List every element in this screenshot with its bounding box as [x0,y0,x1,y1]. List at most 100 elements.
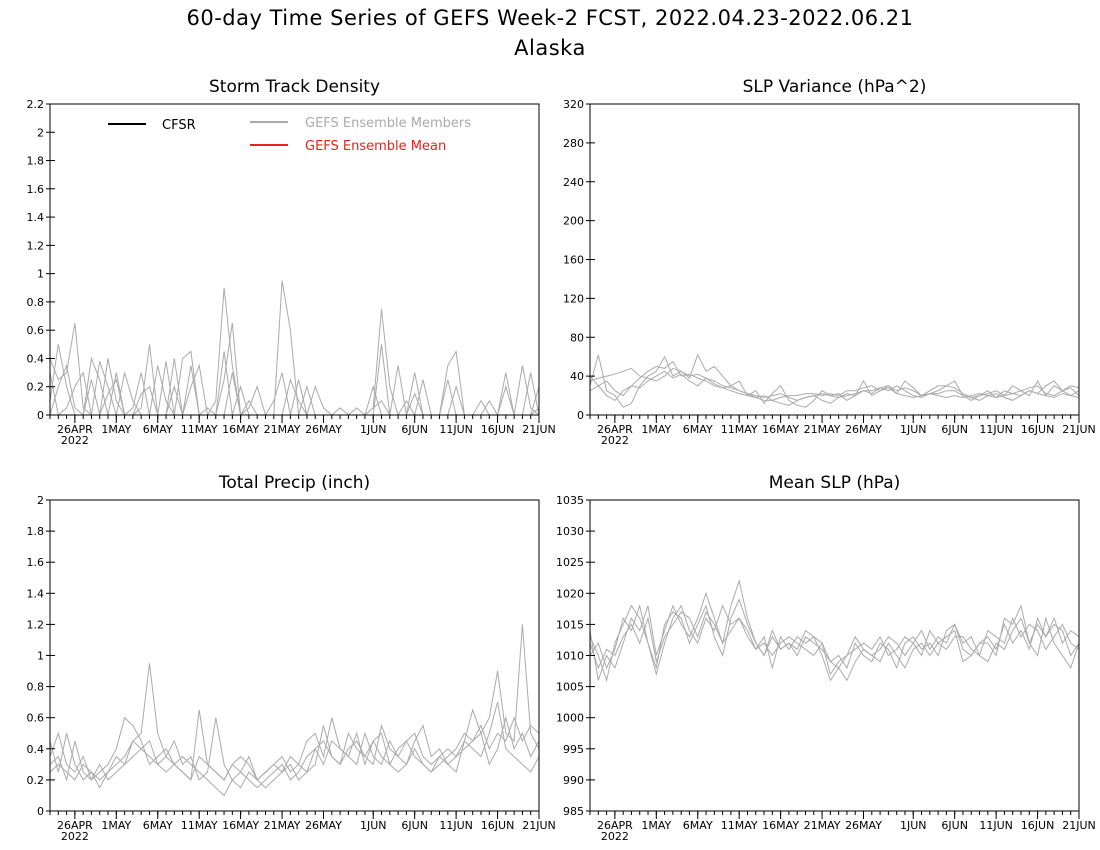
y-tick-label: 1010 [556,650,584,663]
member-series-line-3 [590,579,1079,682]
y-tick-label: 1.8 [27,155,45,168]
y-tick-label: 985 [563,805,584,818]
y-tick-label: 0.8 [27,681,45,694]
member-series-line-4 [50,701,539,797]
member-series-line-4 [590,370,1079,406]
x-tick-label: 1JUN [900,819,927,832]
y-tick-label: 40 [570,370,584,383]
x-tick-label: 1MAY [101,423,131,436]
x-tick-label: 11JUN [979,819,1013,832]
y-tick-label: 0.6 [27,712,45,725]
legend-label-mean: GEFS Ensemble Mean [305,139,446,154]
y-tick-label: 2 [37,126,44,139]
y-tick-label: 1030 [556,525,584,538]
y-tick-label: 1.6 [27,556,45,569]
y-tick-label: 1.2 [27,618,45,631]
x-year-label: 2022 [61,434,89,447]
x-tick-label: 21MAY [804,423,841,436]
x-tick-label: 21JUN [522,423,556,436]
x-tick-label: 1JUN [360,819,387,832]
y-tick-label: 0.6 [27,324,45,337]
series-group [590,579,1079,683]
panel-title: Storm Track Density [209,77,380,97]
y-tick-label: 0 [37,805,44,818]
y-tick-label: 1 [37,268,44,281]
x-tick-label: 21MAY [264,423,301,436]
member-series-line-3 [50,323,539,415]
y-tick-label: 990 [563,774,584,787]
x-tick-label: 1MAY [101,819,131,832]
x-tick-label: 21MAY [804,819,841,832]
member-series-line-1 [50,287,539,415]
y-tick-label: 1.4 [27,211,45,224]
member-series-line-2 [50,280,539,415]
x-tick-label: 21JUN [1062,819,1096,832]
x-year-label: 2022 [601,434,629,447]
y-tick-label: 320 [563,98,584,111]
chart-panel-2: SLP Variance (hPa^2) 0 40 80 120 160 200 240 280… [563,77,1096,447]
legend: CFSR GEFS Ensemble Members GEFS Ensemble M… [108,116,471,154]
x-tick-label: 6MAY [143,819,173,832]
x-tick-label: 6JUN [941,423,968,436]
panel-title: SLP Variance (hPa^2) [743,77,927,97]
x-tick-label: 11MAY [721,423,758,436]
x-tick-label: 16MAY [222,423,259,436]
member-series-line-3 [50,624,539,789]
y-tick-label: 2 [37,494,44,507]
y-tick-label: 1 [37,650,44,663]
x-tick-label: 11JUN [439,819,473,832]
x-tick-label: 6JUN [401,819,428,832]
x-tick-label: 26APR [57,819,93,832]
y-tick-label: 120 [563,292,584,305]
x-tick-label: 16MAY [762,423,799,436]
y-tick-label: 1.4 [27,587,45,600]
x-tick-label: 1JUN [360,423,387,436]
x-year-label: 2022 [601,830,629,843]
x-tick-label: 16JUN [1021,819,1055,832]
y-tick-label: 1035 [556,494,584,507]
figure-subtitle: Alaska [514,36,586,60]
member-series-line-4 [590,610,1079,676]
x-tick-label: 6MAY [143,423,173,436]
y-tick-label: 0.2 [27,381,45,394]
x-tick-label: 16JUN [1021,423,1055,436]
member-series-line-2 [590,360,1079,401]
panel-title: Total Precip (inch) [218,473,370,493]
y-tick-label: 0.2 [27,774,45,787]
y-tick-label: 995 [563,743,584,756]
legend-label-members: GEFS Ensemble Members [305,116,471,131]
panel-title: Mean SLP (hPa) [769,473,901,493]
x-tick-label: 21JUN [1062,423,1096,436]
series-group [50,280,539,415]
x-tick-label: 11MAY [181,819,218,832]
x-tick-label: 1MAY [641,423,671,436]
x-tick-label: 26MAY [305,423,342,436]
y-tick-label: 280 [563,137,584,150]
x-tick-label: 6JUN [401,423,428,436]
x-tick-label: 16MAY [222,819,259,832]
y-tick-label: 80 [570,331,584,344]
y-tick-label: 0.4 [27,743,45,756]
y-tick-label: 160 [563,254,584,267]
y-tick-label: 0 [577,409,584,422]
plot-frame [589,499,1080,812]
x-tick-label: 16MAY [762,819,799,832]
x-tick-label: 11JUN [439,423,473,436]
series-group [590,353,1079,408]
y-tick-label: 1005 [556,681,584,694]
y-tick-label: 1.8 [27,525,45,538]
x-tick-label: 21JUN [522,819,556,832]
x-tick-label: 26APR [597,819,633,832]
y-tick-label: 1020 [556,587,584,600]
y-tick-label: 2.2 [27,98,45,111]
x-tick-label: 6MAY [683,819,713,832]
y-tick-label: 240 [563,176,584,189]
y-tick-label: 0 [37,409,44,422]
x-tick-label: 11MAY [721,819,758,832]
plot-frame [49,103,540,416]
y-tick-label: 1000 [556,712,584,725]
y-tick-label: 0.4 [27,352,45,365]
member-series-line-4 [50,349,539,415]
chart-panel-3: Total Precip (inch) 0 0.2 0.4 0.6 0.8 1 1.2 1.4 1… [27,473,556,843]
